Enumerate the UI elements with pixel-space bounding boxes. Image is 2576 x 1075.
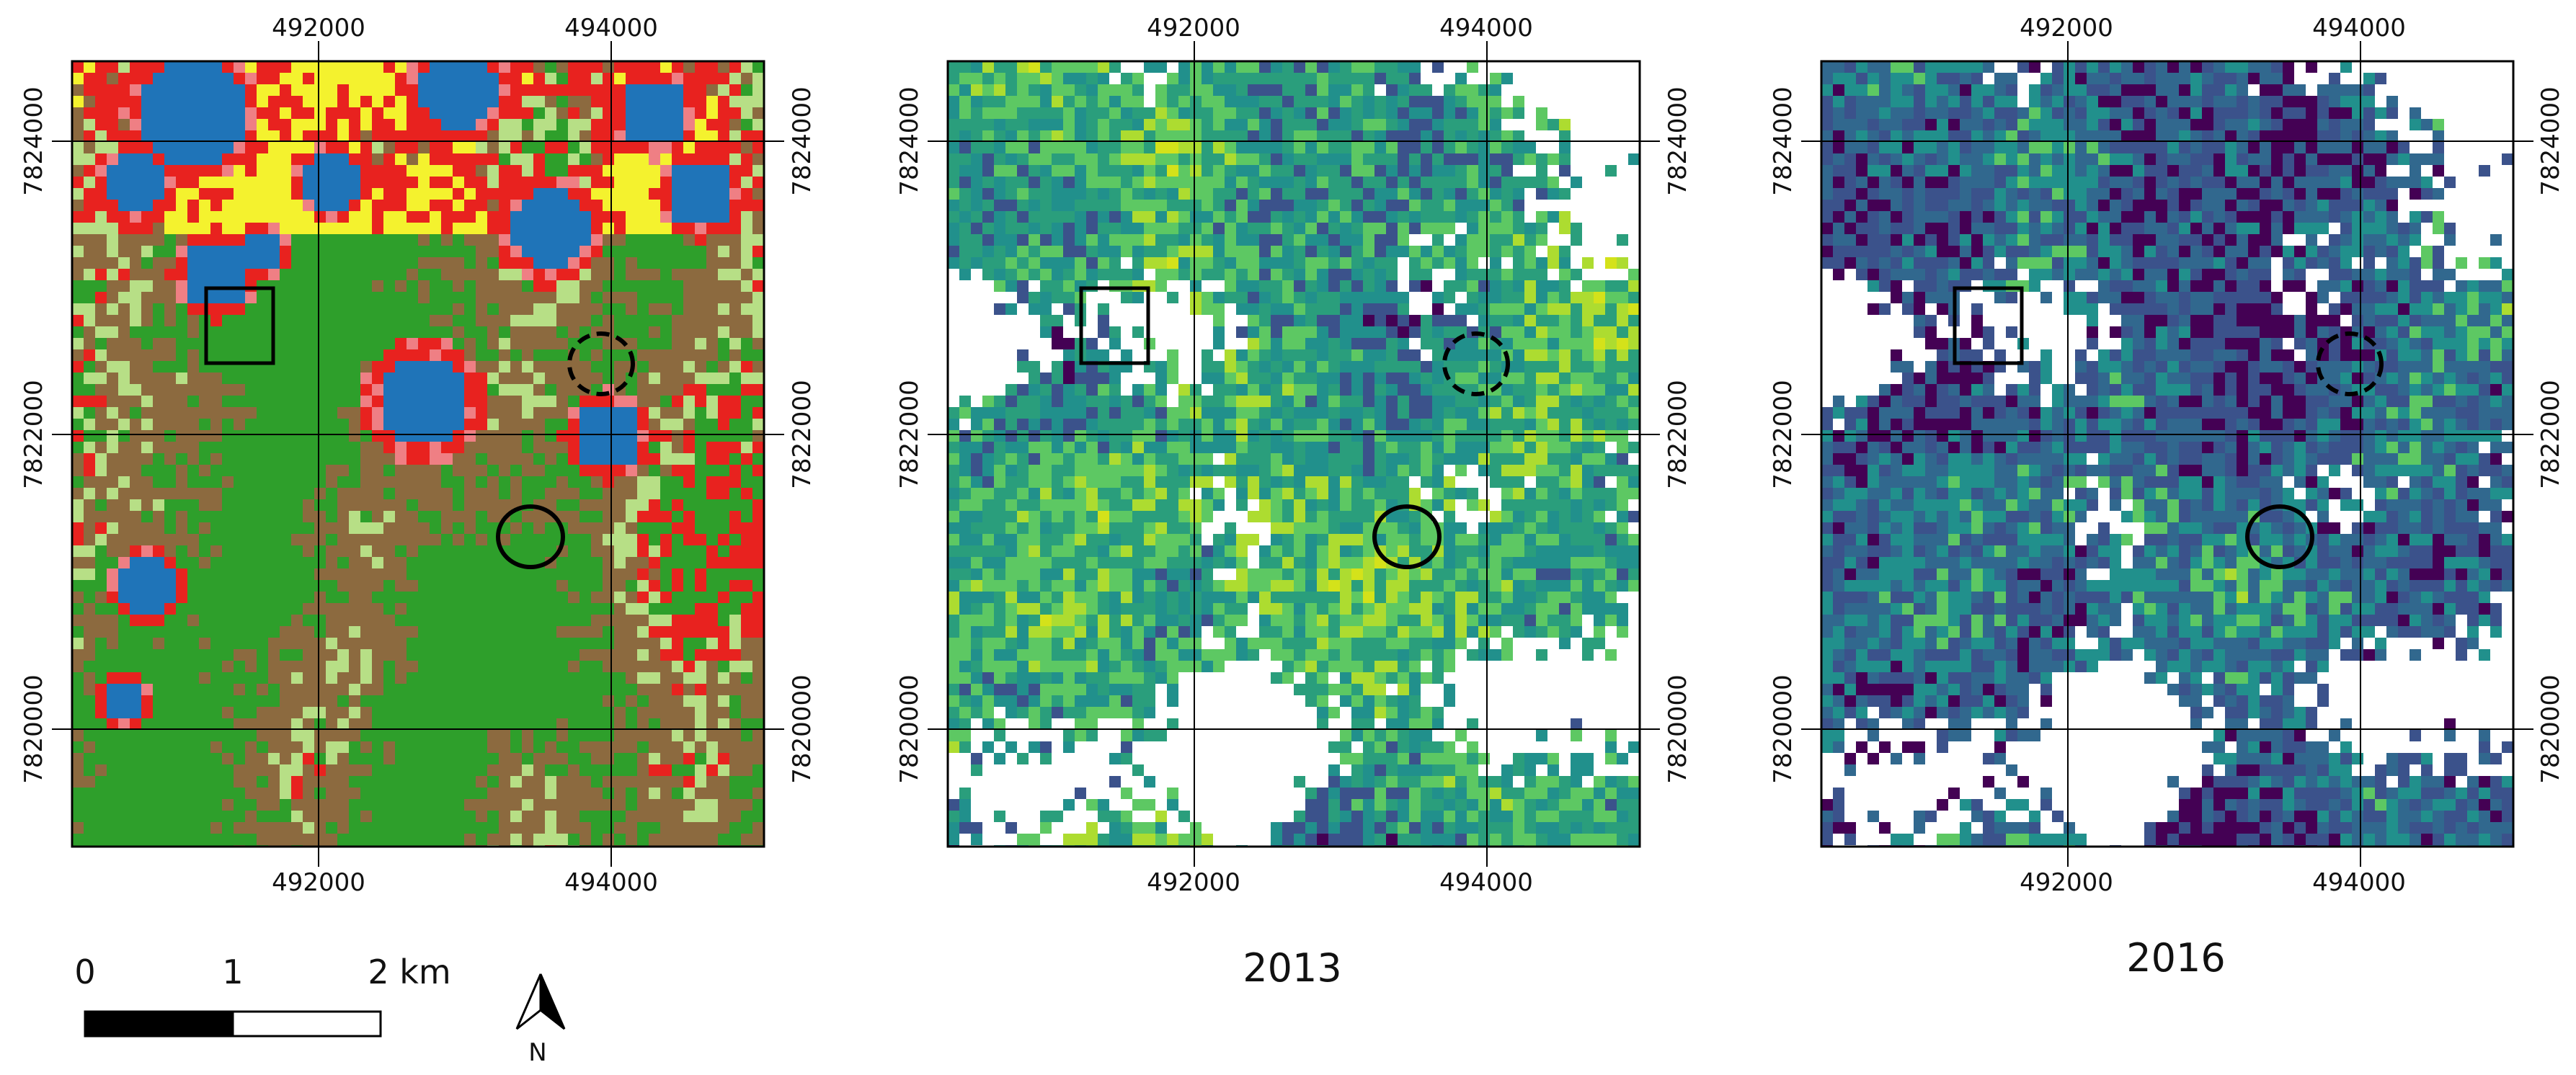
landcover-ytick-left-1: 7824000 <box>19 86 48 195</box>
map-2016-ytick-right-1: 7824000 <box>2536 86 2565 195</box>
map-2016-frame <box>1820 60 2515 848</box>
landcover-xtick-bottom-2: 494000 <box>564 868 658 897</box>
map-2013-ytick-left-2: 7822000 <box>895 380 924 489</box>
map-2013-grid <box>928 41 1660 867</box>
map-2016-ytick-right-3: 7820000 <box>2536 674 2565 783</box>
map-2016-square-marker <box>1953 286 2024 365</box>
landcover-raster <box>72 61 764 847</box>
map-2013-dashed-circle-marker <box>1442 331 1510 396</box>
map-2013-xtick-top-2: 494000 <box>1439 14 1533 43</box>
landcover-grid <box>52 41 784 867</box>
map-2013-xtick-top-1: 492000 <box>1147 14 1240 43</box>
map-2016-caption: 2016 <box>2126 935 2225 981</box>
map-2016-xtick-bottom-1: 492000 <box>2020 868 2113 897</box>
map-2016-grid <box>1801 41 2533 867</box>
map-2013-ytick-right-3: 7820000 <box>1664 674 1692 783</box>
scale-bar-white-segment <box>231 1010 382 1038</box>
map-2016-ytick-left-2: 7822000 <box>1769 380 1798 489</box>
map-2016-solid-circle-marker <box>2245 504 2314 569</box>
map-2013-xtick-bottom-1: 492000 <box>1147 868 1240 897</box>
landcover-xtick-top-1: 492000 <box>272 14 365 43</box>
landcover-square-marker <box>204 286 275 365</box>
map-2016-ytick-left-3: 7820000 <box>1769 674 1798 783</box>
map-2013-ytick-right-1: 7824000 <box>1664 86 1692 195</box>
scale-bar-black-segment <box>84 1010 234 1038</box>
north-arrow-label: N <box>528 1038 546 1067</box>
map-2016-ytick-right-2: 7822000 <box>2536 380 2565 489</box>
panel-2013: 492000 494000 492000 494000 7824000 7822… <box>895 14 1692 991</box>
map-2013-solid-circle-marker <box>1372 504 1442 569</box>
scale-bar-label-2: 2 km <box>368 953 450 991</box>
landcover-xtick-bottom-1: 492000 <box>272 868 365 897</box>
map-2013-caption: 2013 <box>1243 945 1341 991</box>
landcover-ytick-left-2: 7822000 <box>19 380 48 489</box>
map-2013-frame <box>946 60 1641 848</box>
north-arrow-left-half <box>515 973 542 1030</box>
map-2016-xtick-bottom-2: 494000 <box>2312 868 2406 897</box>
landcover-ytick-left-3: 7820000 <box>19 674 48 783</box>
landcover-ytick-right-1: 7824000 <box>788 86 817 195</box>
north-arrow: N <box>515 973 566 1067</box>
panel-2016: 492000 494000 492000 494000 7824000 7822… <box>1769 14 2565 981</box>
map-2013-ytick-left-1: 7824000 <box>895 86 924 195</box>
panel-landcover: 492000 494000 492000 494000 7824000 7822… <box>19 14 817 897</box>
map-2013-ytick-left-3: 7820000 <box>895 674 924 783</box>
scale-bar: 0 1 2 km <box>74 953 451 1038</box>
landcover-ytick-right-2: 7822000 <box>788 380 817 489</box>
map-2013-raster <box>948 61 1640 847</box>
landcover-xtick-top-2: 494000 <box>564 14 658 43</box>
landcover-solid-circle-marker <box>496 504 565 569</box>
map-2013-square-marker <box>1079 286 1150 365</box>
map-2016-ytick-left-1: 7824000 <box>1769 86 1798 195</box>
map-2016-xtick-top-1: 492000 <box>2020 14 2113 43</box>
map-2013-xtick-bottom-2: 494000 <box>1439 868 1533 897</box>
north-arrow-right-half <box>539 973 566 1030</box>
landcover-frame <box>71 60 765 848</box>
scale-bar-label-0: 0 <box>74 953 95 991</box>
map-2013-ytick-right-2: 7822000 <box>1664 380 1692 489</box>
scale-bar-label-1: 1 <box>222 953 243 991</box>
landcover-ytick-right-3: 7820000 <box>788 674 817 783</box>
map-2016-xtick-top-2: 494000 <box>2312 14 2406 43</box>
map-2016-raster <box>1821 61 2513 847</box>
map-2016-dashed-circle-marker <box>2316 331 2384 396</box>
landcover-dashed-circle-marker <box>567 331 635 396</box>
